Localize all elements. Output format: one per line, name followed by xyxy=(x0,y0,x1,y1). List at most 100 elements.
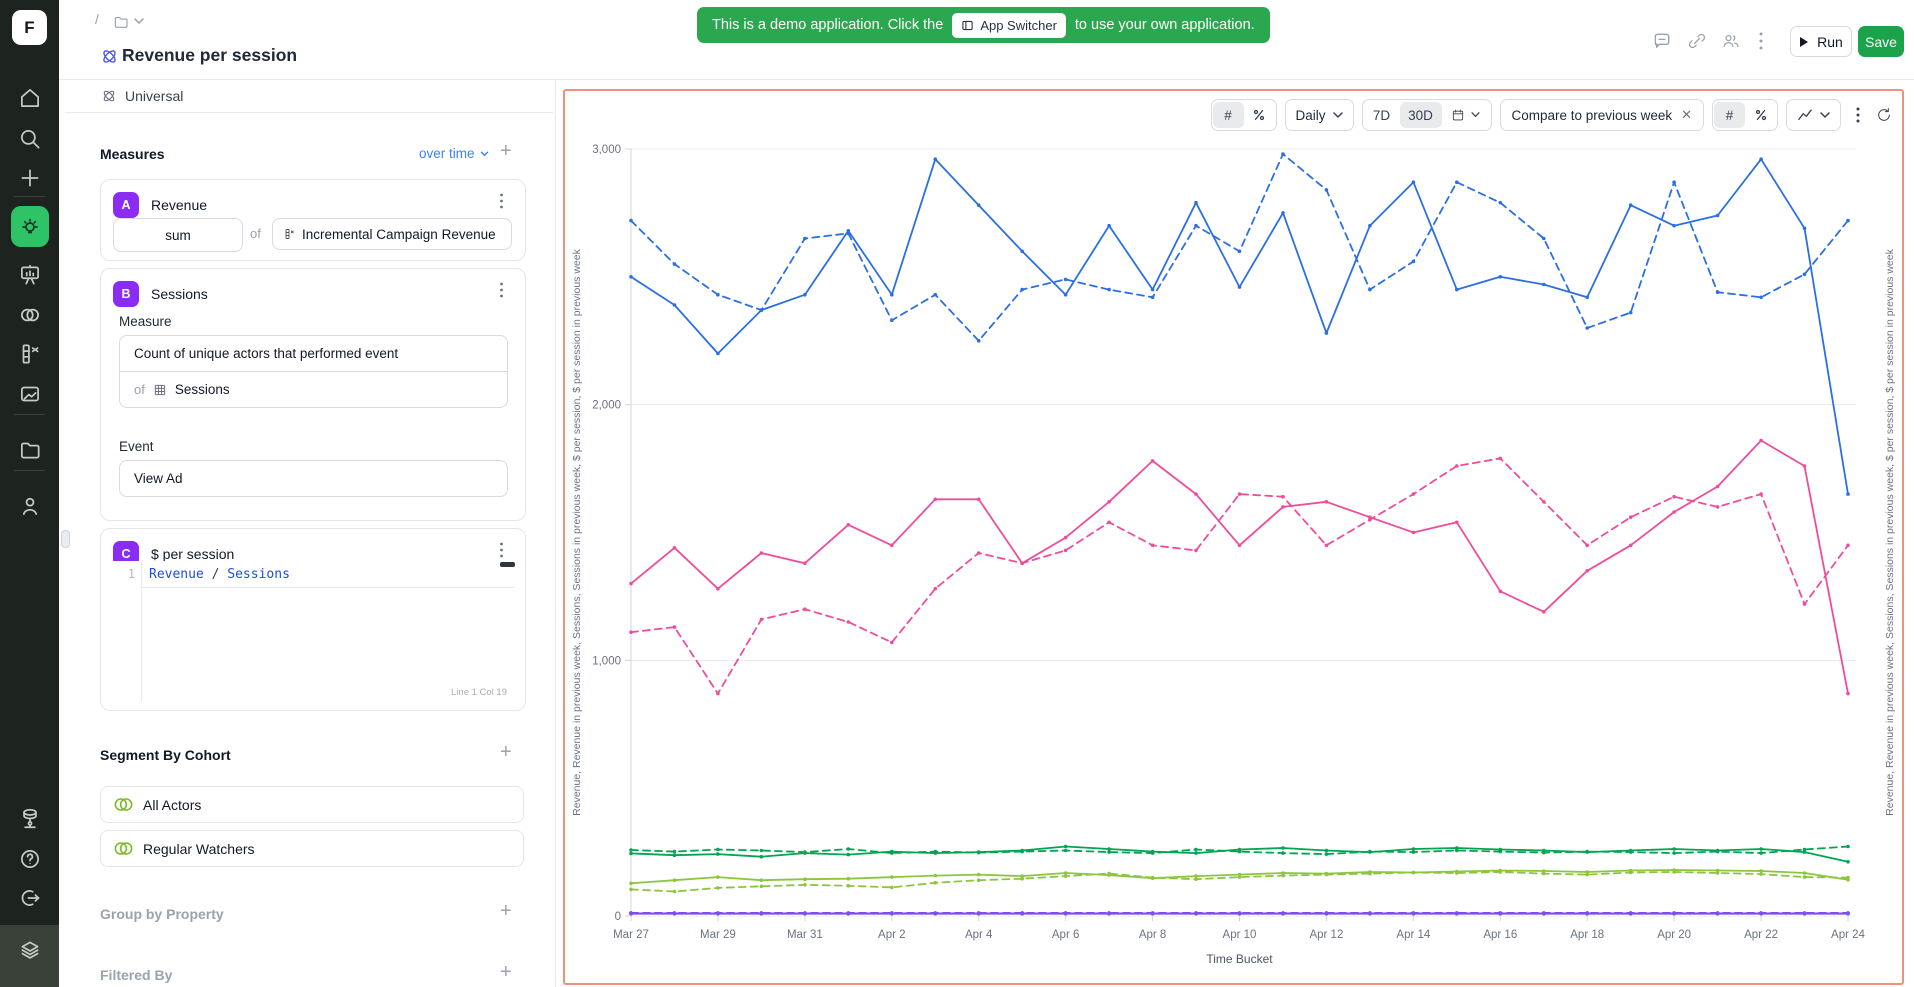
data-point[interactable] xyxy=(1802,871,1807,875)
data-point[interactable] xyxy=(1324,188,1329,192)
data-point[interactable] xyxy=(716,911,720,915)
refresh-icon[interactable] xyxy=(1875,100,1893,130)
data-point[interactable] xyxy=(1542,871,1546,876)
data-point[interactable] xyxy=(1715,213,1720,218)
data-point[interactable] xyxy=(629,218,633,223)
charts-image-icon[interactable] xyxy=(17,381,43,407)
cohort-item-all-actors[interactable]: All Actors xyxy=(100,786,524,823)
data-point[interactable] xyxy=(1237,911,1242,915)
data-point[interactable] xyxy=(890,875,894,879)
data-point[interactable] xyxy=(976,339,981,343)
over-time-dropdown[interactable]: over time xyxy=(419,146,489,161)
data-point[interactable] xyxy=(1324,852,1329,856)
field-select[interactable]: Incremental Campaign Revenue xyxy=(272,218,512,250)
data-point[interactable] xyxy=(1846,492,1850,496)
formula-code[interactable]: Revenue / Sessions xyxy=(149,567,290,582)
data-point[interactable] xyxy=(846,852,851,857)
data-point[interactable] xyxy=(629,881,633,886)
data-point[interactable] xyxy=(1368,911,1372,915)
data-point[interactable] xyxy=(1281,871,1285,875)
share-link-icon[interactable] xyxy=(1687,31,1707,51)
data-point[interactable] xyxy=(1628,911,1633,915)
data-point[interactable] xyxy=(976,497,981,502)
data-point[interactable] xyxy=(1672,911,1676,915)
data-point[interactable] xyxy=(1628,310,1633,315)
data-point[interactable] xyxy=(629,851,633,856)
data-point[interactable] xyxy=(1455,848,1459,853)
universal-label[interactable]: Universal xyxy=(125,88,184,104)
data-point[interactable] xyxy=(1585,543,1589,548)
data-point[interactable] xyxy=(1281,851,1285,855)
series-revenue-in-previous-week-regular-watchers[interactable] xyxy=(630,457,1849,695)
data-point[interactable] xyxy=(1672,510,1676,514)
data-point[interactable] xyxy=(1846,844,1850,849)
home-icon[interactable] xyxy=(17,85,43,111)
data-point[interactable] xyxy=(1107,520,1111,525)
data-point[interactable] xyxy=(1759,295,1763,300)
data-point[interactable] xyxy=(890,543,894,548)
range-30d[interactable]: 30D xyxy=(1399,102,1442,128)
data-point[interactable] xyxy=(1672,870,1676,874)
data-point[interactable] xyxy=(1194,223,1198,228)
data-point[interactable] xyxy=(1150,851,1155,855)
data-point[interactable] xyxy=(1107,911,1111,915)
data-point[interactable] xyxy=(1194,877,1198,881)
data-point[interactable] xyxy=(933,881,938,885)
data-point[interactable] xyxy=(1063,911,1068,915)
data-point[interactable] xyxy=(976,872,981,877)
editor-scrollbar-thumb[interactable] xyxy=(500,562,515,567)
data-point[interactable] xyxy=(1237,285,1242,289)
data-point[interactable] xyxy=(1455,180,1459,184)
data-point[interactable] xyxy=(1063,292,1068,297)
data-point[interactable] xyxy=(976,551,981,555)
data-point[interactable] xyxy=(1585,569,1589,573)
data-point[interactable] xyxy=(1063,548,1068,553)
data-point[interactable] xyxy=(890,318,894,323)
data-point[interactable] xyxy=(1672,847,1676,851)
data-point[interactable] xyxy=(1715,505,1720,509)
series-revenue-regular-watchers[interactable] xyxy=(630,439,1849,695)
data-point[interactable] xyxy=(846,876,851,881)
data-point[interactable] xyxy=(1585,849,1589,854)
data-point[interactable] xyxy=(716,691,720,696)
panel-resize-handle[interactable] xyxy=(61,530,70,548)
data-point[interactable] xyxy=(1281,505,1285,509)
data-point[interactable] xyxy=(1672,851,1676,855)
search-icon[interactable] xyxy=(17,126,43,152)
app-logo[interactable]: F xyxy=(12,10,47,45)
data-point[interactable] xyxy=(803,292,807,297)
data-point[interactable] xyxy=(1368,223,1372,228)
data-point[interactable] xyxy=(1368,871,1372,876)
data-point[interactable] xyxy=(1542,850,1546,855)
data-point[interactable] xyxy=(1455,520,1459,525)
data-point[interactable] xyxy=(1411,259,1416,264)
data-point[interactable] xyxy=(1672,180,1676,184)
chart-type-select[interactable] xyxy=(1786,99,1841,131)
data-sources-icon[interactable] xyxy=(17,805,43,831)
save-button[interactable]: Save xyxy=(1858,26,1904,57)
help-icon[interactable] xyxy=(17,846,43,872)
data-point[interactable] xyxy=(1759,869,1763,873)
data-point[interactable] xyxy=(1846,875,1850,880)
data-point[interactable] xyxy=(716,875,720,879)
data-point[interactable] xyxy=(803,561,807,565)
formula-editor[interactable]: 1 Revenue / Sessions Line 1 Col 19 xyxy=(111,561,515,702)
data-point[interactable] xyxy=(1759,911,1763,915)
percent-toggle[interactable] xyxy=(1745,102,1776,128)
data-point[interactable] xyxy=(1585,295,1589,300)
data-point[interactable] xyxy=(716,847,720,852)
data-point[interactable] xyxy=(1455,911,1459,915)
data-point[interactable] xyxy=(1585,911,1589,915)
data-point[interactable] xyxy=(1237,872,1242,877)
revenue-per-session-chart[interactable]: 0 1,000 2,000 3,000 Mar 27 Mar 29 Mar 31 Apr 2 A… xyxy=(567,129,1900,981)
data-point[interactable] xyxy=(1455,846,1459,850)
data-point[interactable] xyxy=(1368,517,1372,522)
data-point[interactable] xyxy=(933,911,938,915)
data-point[interactable] xyxy=(1194,851,1198,855)
data-point[interactable] xyxy=(1324,500,1329,504)
breadcrumb-folder-icon[interactable] xyxy=(112,13,130,31)
data-point[interactable] xyxy=(1150,295,1155,300)
add-filter-button[interactable]: + xyxy=(500,961,512,983)
data-point[interactable] xyxy=(1107,847,1111,851)
data-point[interactable] xyxy=(1498,200,1503,205)
